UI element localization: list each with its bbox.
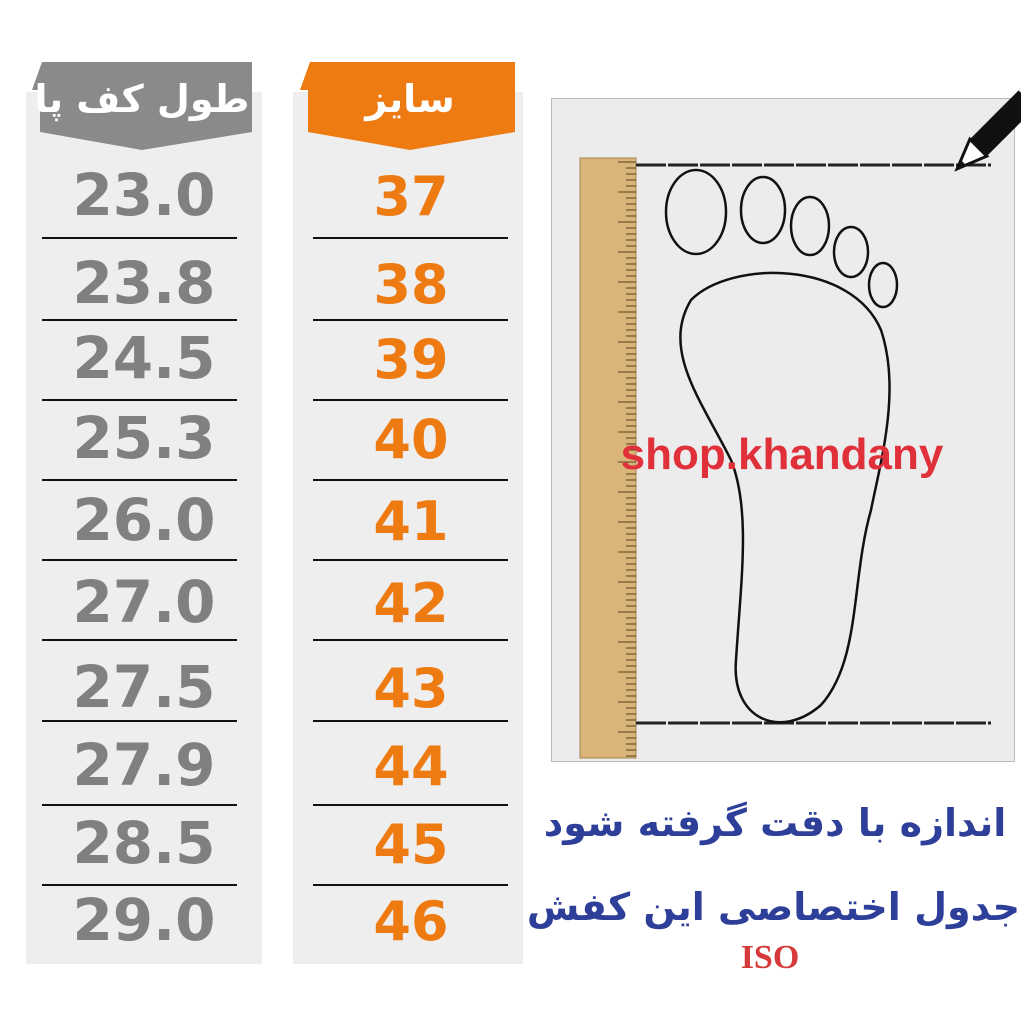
foot-length-value: 24.5 [72,324,216,392]
note-exclusive-table: جدول اختصاصی این کفش [526,885,1020,929]
row-divider [313,804,508,806]
size-label: سایز [365,77,455,121]
row-divider [313,884,508,886]
foot-length-value: 27.9 [72,731,216,799]
foot-length-label: طول کف پا [34,77,250,121]
row-divider [313,720,508,722]
row-divider [313,319,508,321]
row-divider [313,479,508,481]
row-divider [313,559,508,561]
foot-length-value: 27.0 [72,568,216,636]
size-value: 40 [373,408,449,471]
row-divider [313,237,508,239]
note-measure-carefully: اندازه با دقت گرفته شود [543,801,1007,845]
row-divider [42,559,237,561]
standard-label: ISO [740,939,800,976]
foot-length-value: 26.0 [72,486,216,554]
size-value: 45 [373,813,449,876]
size-value: 46 [373,890,449,953]
foot-length-value: 27.5 [72,653,216,721]
row-divider [42,639,237,641]
header-tag-shape [32,62,252,150]
header-tag-shape [300,62,515,150]
size-value: 42 [373,572,449,635]
size-value: 44 [373,735,449,798]
row-divider [313,399,508,401]
row-divider [42,237,237,239]
foot-length-value: 23.0 [72,161,216,229]
size-value: 38 [373,253,449,316]
size-value: 43 [373,657,449,720]
row-divider [42,884,237,886]
foot-length-value: 28.5 [72,809,216,877]
foot-diagram [579,82,1021,759]
row-divider [42,319,237,321]
foot-length-value: 23.8 [72,249,216,317]
size-value: 39 [373,328,449,391]
row-divider [42,804,237,806]
ruler-icon [579,157,637,759]
row-divider [313,639,508,641]
foot-length-value: 25.3 [72,404,216,472]
foot-outline-icon [664,168,899,724]
foot-length-value: 29.0 [72,886,216,954]
size-value: 37 [373,165,449,228]
size-value: 41 [373,490,449,553]
size-header: سایز [300,62,520,150]
pencil-icon [954,82,1021,172]
row-divider [42,479,237,481]
row-divider [42,399,237,401]
foot-length-header: طول کف پا [32,62,252,150]
watermark: shop.khandany [620,430,944,479]
row-divider [42,720,237,722]
